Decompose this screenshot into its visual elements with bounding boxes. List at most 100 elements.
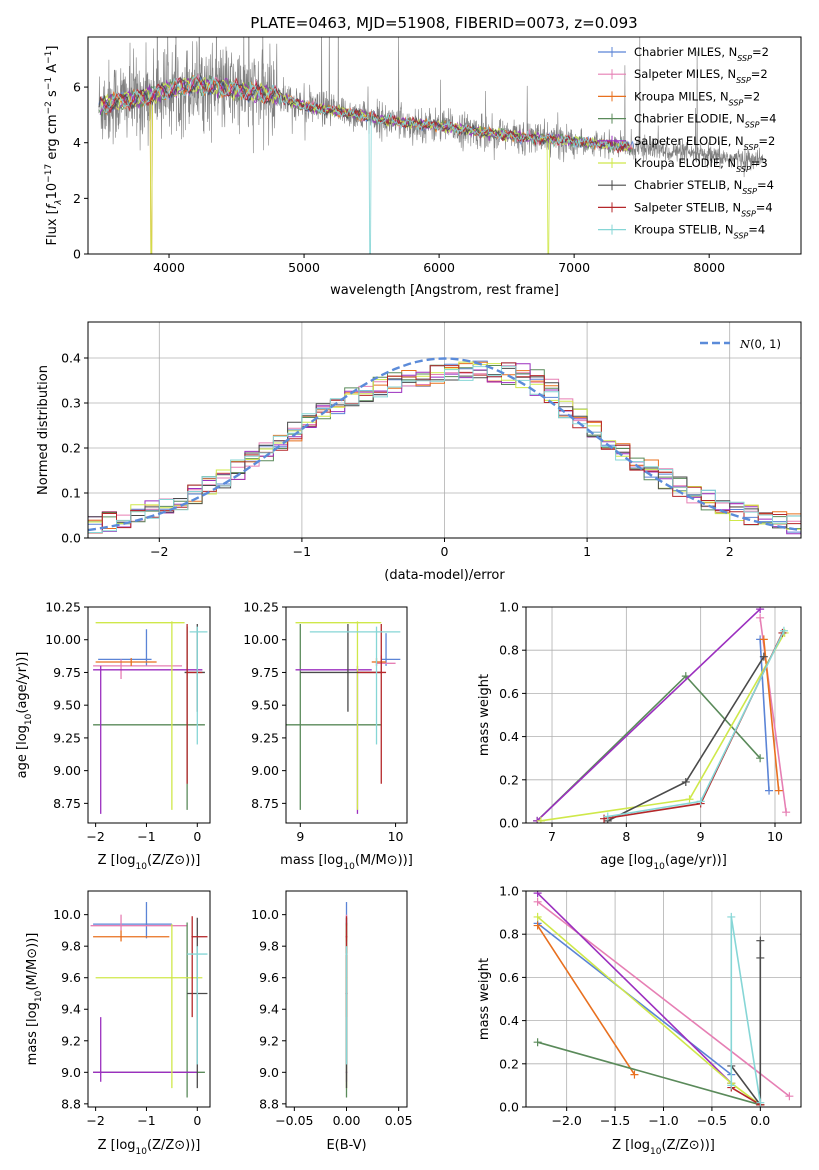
plot-area [526,891,801,1107]
weight-line-salpeter-elodie [536,608,761,822]
axes-frame [87,36,802,255]
legend-label: Salpeter ELODIE, NSSP=2 [634,134,775,152]
legend-label: Chabrier STELIB, NSSP=4 [634,178,774,196]
x-tick-label: 0.05 [385,1113,413,1128]
x-axis-label: (data-model)/error [384,568,505,583]
plot-area [93,621,208,814]
plot-area [98,37,764,254]
y-tick-label: 9.4 [259,1002,279,1017]
data-point [145,658,148,661]
y-tick-label: 9.00 [53,763,81,778]
y-tick-label: 0.0 [61,531,81,546]
data-point [345,953,348,955]
legend-label: Chabrier MILES, NSSP=2 [634,45,769,63]
x-tick-label: 9 [697,829,705,844]
y-tick-label: 0.3 [61,396,81,411]
y-tick-label: 0.8 [499,927,519,942]
x-tick-label: 0.00 [333,1113,361,1128]
x-tick-label: 6000 [423,260,455,275]
data-point [120,665,122,667]
plus-marker [603,812,612,821]
plus-marker [756,953,765,962]
data-point [120,924,122,927]
y-tick-label: 9.4 [61,1002,81,1017]
plus-marker [756,607,765,614]
x-tick-label: 0 [441,544,449,559]
plus-marker [533,912,542,921]
y-tick-label: 9.50 [251,698,279,713]
weight-line-chabrier-stelib [730,940,762,1107]
figure-title: PLATE=0463, MJD=51908, FIBERID=0073, z=0… [250,14,637,32]
y-tick-label: 9.75 [251,665,279,680]
legend-label: Salpeter MILES, NSSP=2 [634,67,768,85]
y-tick-label: 10.25 [45,600,81,615]
x-tick-label: 10 [767,829,783,844]
legend-label: Kroupa ELODIE, NSSP=3 [634,156,768,174]
x-tick-label: 7000 [558,260,590,275]
x-tick-label: −1.5 [600,1113,630,1128]
weight-line-chabrier-stelib [607,656,765,822]
data-point [170,621,173,624]
y-tick-label: 0.4 [61,351,81,366]
y-tick-label: 0.6 [499,970,519,985]
data-point [170,976,173,979]
plus-marker [727,1081,736,1090]
x-tick-label: 0.0 [750,1113,770,1128]
y-tick-label: 0.0 [499,816,519,831]
x-tick-label: −0.05 [275,1113,313,1128]
y-tick-label: 0.4 [499,1013,519,1028]
y-tick-label: 9.0 [259,1065,279,1080]
x-tick-label: −2 [86,829,104,844]
x-axis-label: Z [log10(Z/Z⊙))] [98,1138,201,1157]
x-tick-label: 4000 [153,260,185,275]
panel-spectrum: 4000 5000 6000 7000 8000 0 2 4 6 wavelength [Angs… [44,36,802,298]
y-tick-label: 9.6 [259,970,279,985]
data-point [196,953,199,955]
data-point [130,661,133,663]
y-axis-label: mass weight [477,674,492,756]
y-tick-label: 9.8 [61,939,81,954]
x-tick-label: 9 [296,829,304,844]
panel-weight-vs-Z: −2.0 −1.5 −1.0 −0.5 0.0 0.0 0.2 0.4 0.6 0.8 1.0 Z [… [477,884,802,1157]
x-tick-label: −1.0 [648,1113,678,1128]
weight-line-chabrier-miles [759,639,770,791]
y-tick-label: 9.00 [251,763,279,778]
plus-marker [785,1092,794,1101]
x-axis-label: mass [log10(M/M⊙))] [280,853,413,872]
x-axis-label: wavelength [Angstrom, rest frame] [330,283,559,298]
y-tick-label: 9.8 [259,939,279,954]
y-tick-label: 8.75 [53,796,81,811]
x-tick-label: −2.0 [551,1113,581,1128]
x-tick-label: 0 [193,1113,201,1128]
x-tick-label: 1 [583,544,591,559]
y-axis-label: mass weight [477,958,492,1040]
plot-area [345,902,348,1098]
plus-marker [759,635,768,644]
data-point [345,935,348,938]
plot-area [88,322,801,538]
x-tick-label: 8 [622,829,630,844]
y-tick-label: 10.0 [53,907,81,922]
weight-line-chabrier-elodie [537,1041,761,1106]
y-tick-label: 0.2 [499,772,519,787]
x-axis-label: Z [log10(Z/Z⊙))] [98,853,201,872]
data-point [196,630,199,633]
y-tick-label: 0.2 [499,1056,519,1071]
plus-marker [779,626,788,635]
axes-frame [285,890,408,1108]
y-tick-label: 0 [73,247,81,262]
data-point [380,671,383,674]
plus-marker [533,897,542,906]
axes-frame [87,606,211,824]
plus-marker [696,797,705,806]
legend-label: Kroupa STELIB, NSSP=4 [634,223,765,241]
y-axis-label: mass [log10(M/M⊙))] [25,933,44,1066]
x-tick-label: −1 [137,829,155,844]
x-tick-label: −2 [150,544,168,559]
axes-frame [87,321,802,539]
legend-label: Salpeter STELIB, NSSP=4 [634,200,773,218]
y-axis-label: Flux [fλ10−17 erg cm−2 s−1 A−1] [44,46,64,246]
x-axis-label: Z [log10(Z/Z⊙))] [612,1138,715,1157]
y-tick-label: 9.2 [61,1033,81,1048]
